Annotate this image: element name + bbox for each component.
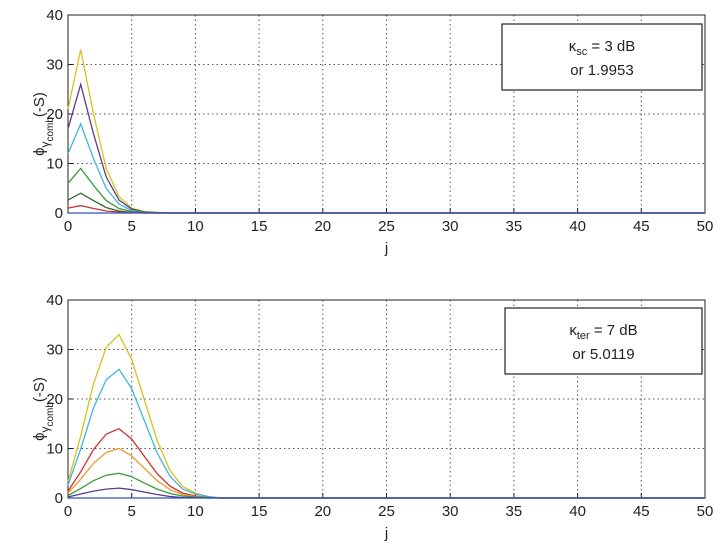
- y-label-suffix: (-S): [31, 92, 48, 117]
- x-tick-label: 15: [251, 503, 268, 520]
- x-tick-label: 30: [442, 218, 459, 235]
- x-tick-label: 5: [128, 218, 136, 235]
- y-tick-label: 30: [46, 57, 63, 74]
- x-axis-label: j: [384, 525, 388, 542]
- y-tick-label: 40: [46, 7, 63, 24]
- x-tick-label: 20: [314, 503, 331, 520]
- x-tick-label: 25: [378, 503, 395, 520]
- y-tick-label: 30: [46, 342, 63, 359]
- x-tick-label: 45: [633, 218, 650, 235]
- y-axis-label: ϕγcomb(-S): [31, 92, 56, 156]
- annotation-sub: ter: [577, 330, 590, 342]
- y-label-suffix: (-S): [31, 377, 48, 402]
- annotation-box: [505, 308, 702, 374]
- annotation-line: or 5.0119: [572, 346, 634, 363]
- y-axis-label: ϕγcomb(-S): [31, 377, 56, 441]
- x-tick-label: 20: [314, 218, 331, 235]
- y-tick-label: 0: [55, 205, 63, 222]
- x-tick-label: 40: [569, 503, 586, 520]
- x-tick-label: 35: [506, 503, 523, 520]
- x-tick-label: 35: [506, 218, 523, 235]
- y-tick-label: 10: [46, 441, 63, 458]
- y-label-subsub: comb: [45, 402, 56, 427]
- x-tick-label: 25: [378, 218, 395, 235]
- annotation-rest: = 7 dB: [590, 322, 638, 339]
- x-tick-label: 30: [442, 503, 459, 520]
- x-tick-label: 10: [187, 218, 204, 235]
- x-tick-label: 10: [187, 503, 204, 520]
- x-tick-label: 0: [64, 503, 72, 520]
- x-tick-label: 40: [569, 218, 586, 235]
- x-tick-label: 0: [64, 218, 72, 235]
- annotation-rest: = 3 dB: [587, 38, 635, 55]
- x-tick-label: 5: [128, 503, 136, 520]
- y-tick-label: 10: [46, 156, 63, 173]
- annotation-line: or 1.9953: [570, 62, 633, 79]
- series-line: [68, 369, 705, 498]
- series-line: [68, 84, 705, 213]
- x-tick-label: 50: [697, 218, 714, 235]
- x-tick-label: 50: [697, 503, 714, 520]
- x-axis-label: j: [384, 240, 388, 257]
- x-tick-label: 45: [633, 503, 650, 520]
- y-tick-label: 40: [46, 292, 63, 309]
- y-label-subsub: comb: [45, 117, 56, 142]
- y-label-symbol: ϕ: [31, 433, 48, 441]
- y-tick-label: 0: [55, 490, 63, 507]
- figure: 05101520253035404550010203040jϕγcomb(-S)…: [0, 0, 717, 560]
- y-label-symbol: ϕ: [31, 148, 48, 156]
- annotation-sub: sc: [576, 46, 588, 58]
- x-tick-label: 15: [251, 218, 268, 235]
- annotation-box: [502, 24, 702, 90]
